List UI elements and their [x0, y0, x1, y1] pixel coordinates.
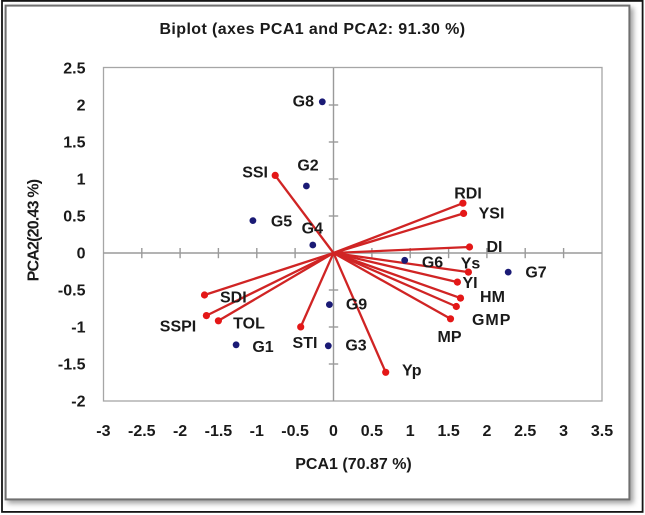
svg-text:TOL: TOL — [233, 316, 265, 333]
svg-text:STI: STI — [293, 335, 318, 352]
svg-text:G8: G8 — [293, 94, 314, 111]
svg-text:SSPI: SSPI — [160, 319, 196, 336]
svg-text:HM: HM — [480, 289, 505, 306]
svg-text:PCA2(20.43 %): PCA2(20.43 %) — [26, 179, 43, 281]
svg-text:PCA1 (70.87 %): PCA1 (70.87 %) — [295, 456, 412, 473]
svg-text:YSI: YSI — [479, 206, 505, 223]
svg-text:G2: G2 — [297, 158, 318, 175]
svg-text:DI: DI — [487, 239, 503, 256]
svg-text:-2: -2 — [71, 394, 85, 411]
svg-text:G3: G3 — [345, 338, 366, 355]
svg-text:SDI: SDI — [220, 290, 247, 307]
svg-text:G1: G1 — [252, 339, 273, 356]
svg-text:-3: -3 — [96, 423, 110, 440]
svg-text:2: 2 — [77, 98, 86, 115]
svg-text:RDI: RDI — [454, 186, 482, 203]
svg-text:G5: G5 — [271, 214, 292, 231]
svg-text:1.5: 1.5 — [63, 135, 85, 152]
svg-text:Yp: Yp — [402, 363, 422, 380]
svg-text:0.5: 0.5 — [63, 209, 85, 226]
svg-text:-0.5: -0.5 — [58, 283, 86, 300]
svg-text:0.5: 0.5 — [361, 423, 383, 440]
svg-text:3.5: 3.5 — [591, 423, 613, 440]
svg-text:YI: YI — [462, 275, 477, 292]
svg-text:-0.5: -0.5 — [281, 423, 309, 440]
svg-text:G7: G7 — [525, 265, 546, 282]
svg-text:GMP: GMP — [472, 312, 511, 329]
svg-text:1.5: 1.5 — [437, 423, 459, 440]
svg-text:-1.5: -1.5 — [58, 357, 86, 374]
svg-text:3: 3 — [559, 423, 568, 440]
svg-text:Biplot (axes PCA1 and PCA2: 91: Biplot (axes PCA1 and PCA2: 91.30 %) — [159, 21, 465, 38]
svg-text:-2.5: -2.5 — [128, 423, 156, 440]
svg-text:2.5: 2.5 — [63, 61, 85, 78]
svg-text:Ys: Ys — [461, 256, 481, 273]
svg-text:2: 2 — [482, 423, 491, 440]
svg-text:G9: G9 — [346, 297, 367, 314]
svg-text:1: 1 — [77, 172, 86, 189]
svg-text:G4: G4 — [302, 221, 323, 238]
svg-text:0: 0 — [77, 246, 86, 263]
svg-text:G6: G6 — [422, 255, 443, 272]
svg-text:2.5: 2.5 — [514, 423, 536, 440]
svg-text:-1.5: -1.5 — [205, 423, 233, 440]
svg-text:-1: -1 — [250, 423, 264, 440]
svg-text:0: 0 — [329, 423, 338, 440]
svg-text:MP: MP — [438, 329, 462, 346]
svg-text:-2: -2 — [173, 423, 187, 440]
svg-text:-1: -1 — [71, 320, 85, 337]
svg-text:1: 1 — [406, 423, 415, 440]
svg-text:SSI: SSI — [242, 165, 268, 182]
